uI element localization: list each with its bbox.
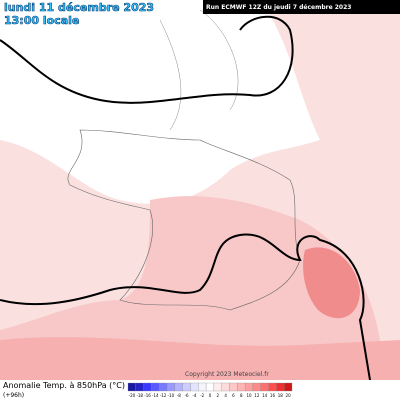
- run-bar: [203, 0, 400, 14]
- scale-label: 12: [254, 393, 260, 398]
- scale-swatch: [213, 382, 222, 392]
- scale-swatch: [190, 382, 199, 392]
- scale-label: -8: [177, 393, 181, 398]
- scale-label: 4: [224, 393, 227, 398]
- scale-label: 0: [209, 393, 212, 398]
- scale-label: 14: [262, 393, 268, 398]
- scale-swatch: [143, 382, 152, 392]
- scale-swatch: [205, 382, 215, 392]
- lead-time: (+96h): [3, 392, 24, 399]
- scale-swatch: [127, 382, 136, 392]
- contour-line: [0, 233, 371, 381]
- scale-swatch: [221, 382, 230, 392]
- coastline: [159, 9, 239, 131]
- scale-label: -14: [152, 393, 159, 398]
- scale-swatch: [166, 382, 176, 392]
- map-title: Anomalie Temp. à 850hPa (°C): [3, 381, 125, 390]
- scale-label: -18: [136, 393, 143, 398]
- scale-label: 2: [217, 393, 220, 398]
- contour-line: [0, 15, 294, 104]
- date-label: lundi 11 décembre 2023: [4, 1, 154, 14]
- scale-swatch: [284, 382, 293, 392]
- scale-label: -2: [200, 393, 204, 398]
- scale-swatch: [276, 382, 285, 392]
- scale-label: -12: [160, 393, 167, 398]
- scale-label: 18: [278, 393, 284, 398]
- copyright: Copyright 2023 Meteociel.fr: [185, 371, 269, 378]
- scale-label: 16: [270, 393, 276, 398]
- scale-swatch: [135, 382, 144, 392]
- scale-swatch: [174, 382, 183, 392]
- scale-label: -6: [185, 393, 189, 398]
- scale-label: -4: [192, 393, 196, 398]
- scale-label: -16: [144, 393, 151, 398]
- scale-swatch: [198, 382, 207, 392]
- scale-swatch: [182, 382, 191, 392]
- color-scale: -20 -18 -16 -14 -12 -10 -8 -6 -4 -2 0 2 4 6 8 10 12 14 16 1…: [127, 382, 293, 398]
- scale-swatch: [260, 382, 269, 392]
- scale-label: -10: [168, 393, 175, 398]
- hot-area: [303, 247, 360, 319]
- scale-swatch: [244, 382, 254, 392]
- scale-label: -20: [129, 393, 136, 398]
- scale-label: 6: [232, 393, 235, 398]
- scale-label: 8: [240, 393, 243, 398]
- country-border: [67, 129, 301, 311]
- scale-swatch: [159, 382, 168, 392]
- south-area: [0, 337, 400, 380]
- scale-swatch: [237, 382, 246, 392]
- scale-swatch: [151, 382, 160, 392]
- scale-label: 20: [286, 393, 292, 398]
- scale-swatch: [252, 382, 261, 392]
- scale-label: 10: [247, 393, 253, 398]
- scale-swatch: [268, 382, 277, 392]
- scale-swatch: [229, 382, 238, 392]
- time-label: 13:00 locale: [4, 14, 79, 27]
- run-label: Run ECMWF 12Z du jeudi 7 décembre 2023: [206, 4, 351, 11]
